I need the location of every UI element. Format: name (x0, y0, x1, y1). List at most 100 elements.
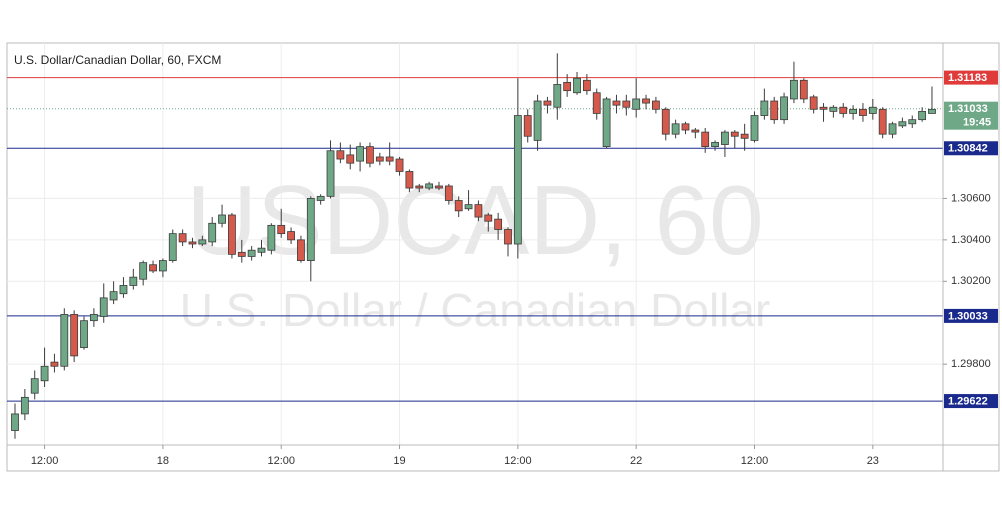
x-tick-label: 12:00 (31, 455, 59, 467)
candle-body (395, 158, 404, 172)
candle-body (277, 224, 286, 235)
candle-body (642, 98, 650, 104)
candle-body (11, 413, 19, 431)
candle-body (612, 100, 621, 106)
candles (11, 53, 936, 439)
candle-body (770, 100, 779, 121)
watermark-name: U.S. Dollar / Canadian Dollar (180, 284, 771, 336)
candle-body (435, 185, 443, 189)
level-label-bg (944, 394, 998, 409)
candle-body (859, 108, 867, 116)
candle-body (760, 100, 769, 116)
chart-title: U.S. Dollar/Canadian Dollar, 60, FXCM (14, 53, 221, 67)
candle-body (839, 106, 848, 114)
candle-body (366, 146, 374, 164)
candle-body (218, 214, 226, 224)
candle-body (287, 231, 295, 241)
candle-body (602, 98, 611, 148)
level-label: 1.30033 (948, 310, 988, 322)
candle-body (701, 131, 710, 148)
candle-body (20, 396, 29, 415)
candle-body (425, 183, 434, 189)
candle-body (681, 123, 690, 131)
candle-body (563, 81, 572, 92)
candle-body (444, 185, 453, 201)
candle-body (297, 239, 305, 261)
candle-body (780, 96, 788, 121)
candle-body (790, 79, 798, 100)
candle-body (543, 100, 552, 106)
candle-body (799, 79, 808, 100)
candle-body (592, 92, 601, 114)
candle-body (168, 233, 177, 261)
candle-body (356, 146, 365, 162)
candle-body (632, 98, 641, 110)
candle-body (484, 214, 493, 222)
candle-body (375, 156, 384, 162)
candle-body (70, 314, 79, 357)
countdown: 19:45 (963, 117, 991, 129)
last-price-bg (944, 101, 998, 130)
candle-body (346, 154, 355, 164)
candle-body (405, 171, 414, 189)
level-label: 1.30842 (948, 143, 988, 155)
candle-body (809, 96, 818, 110)
level-label-bg (944, 141, 998, 156)
candle-body (99, 297, 108, 317)
candle-body (158, 260, 167, 272)
candle-body (109, 291, 118, 301)
candle-body (868, 106, 877, 114)
candle-body (188, 241, 197, 245)
last-price-label: 1.31033 (948, 103, 988, 115)
candle-body (918, 110, 927, 121)
candle-body (888, 123, 897, 135)
candle-body (898, 121, 907, 127)
candle-body (878, 108, 887, 135)
y-tick-label: 1.30200 (951, 275, 991, 287)
grid (7, 43, 943, 445)
candle-body (523, 115, 532, 137)
candle-body (553, 84, 562, 108)
candle-body (908, 119, 917, 125)
x-tick-label: 12:00 (267, 455, 295, 467)
candle-body (228, 214, 236, 255)
candle-body (928, 108, 936, 114)
candle-body (652, 100, 660, 110)
candle-body (316, 195, 325, 201)
candle-body (573, 77, 581, 94)
candle-body (257, 247, 266, 253)
candle-body (721, 131, 729, 145)
candle-body (149, 264, 157, 272)
axes: 1.30600 1.30400 1.30200 1.29800 12:00 18 12:00… (31, 70, 998, 467)
level-label-bg (944, 70, 998, 85)
candle-body (208, 222, 217, 243)
y-tick-label: 1.29800 (951, 358, 991, 370)
x-tick-label: 22 (630, 455, 642, 467)
x-tick-label: 18 (157, 455, 169, 467)
candle-body (730, 131, 739, 137)
candle-body (178, 233, 187, 243)
candle-body (671, 123, 680, 135)
candle-body (494, 218, 503, 230)
candle-body (40, 365, 49, 382)
candle-body (513, 115, 522, 245)
candle-body (474, 204, 483, 218)
candle-body (139, 262, 148, 280)
watermark-symbol: USDCAD, 60 (186, 165, 763, 275)
candle-body (750, 115, 759, 141)
candle-body (30, 378, 39, 394)
candle-body (326, 150, 335, 197)
watermark: USDCAD, 60 U.S. Dollar / Canadian Dollar (180, 165, 771, 336)
level-label-bg (944, 308, 998, 323)
candle-body (622, 100, 631, 108)
candle-body (829, 106, 838, 112)
candle-body (50, 361, 59, 367)
candle-body (336, 150, 345, 160)
candle-body (89, 314, 98, 322)
candle-body (711, 142, 719, 148)
candle-body (415, 185, 424, 189)
candle-body (306, 198, 315, 261)
candle-body (661, 108, 670, 135)
candle-body (454, 200, 463, 212)
